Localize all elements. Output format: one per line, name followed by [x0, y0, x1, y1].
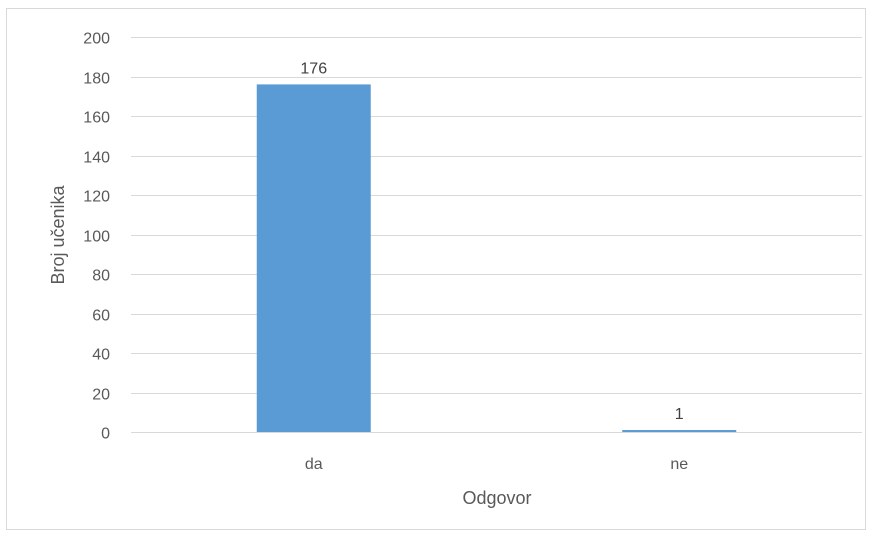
- y-tick-label: 0: [101, 426, 110, 443]
- y-tick-label: 200: [83, 31, 110, 48]
- bar-da: [256, 84, 371, 433]
- y-tick-label: 40: [92, 347, 110, 364]
- bar-ne: [622, 430, 737, 432]
- chart-frame: [6, 8, 866, 530]
- y-tick-label: 180: [83, 71, 110, 88]
- y-tick-label: 140: [83, 150, 110, 167]
- y-tick-label: 20: [92, 387, 110, 404]
- x-tick-label-ne: ne: [670, 456, 688, 473]
- y-tick-label: 100: [83, 229, 110, 246]
- y-axis-title: Broj učenika: [48, 184, 68, 284]
- x-axis-tick-labels: da ne: [305, 456, 688, 473]
- x-tick-label-da: da: [305, 456, 323, 473]
- bars: [256, 84, 737, 433]
- x-axis-title: Odgovor: [462, 488, 531, 508]
- gridlines: [131, 37, 862, 433]
- y-tick-label: 80: [92, 268, 110, 285]
- y-axis-tick-labels: 0 20 40 60 80 100 120 140 160 180 200: [83, 31, 110, 443]
- y-tick-label: 120: [83, 189, 110, 206]
- data-label-da: 176: [300, 60, 327, 77]
- y-tick-label: 160: [83, 110, 110, 127]
- data-label-ne: 1: [675, 406, 684, 423]
- y-tick-label: 60: [92, 308, 110, 325]
